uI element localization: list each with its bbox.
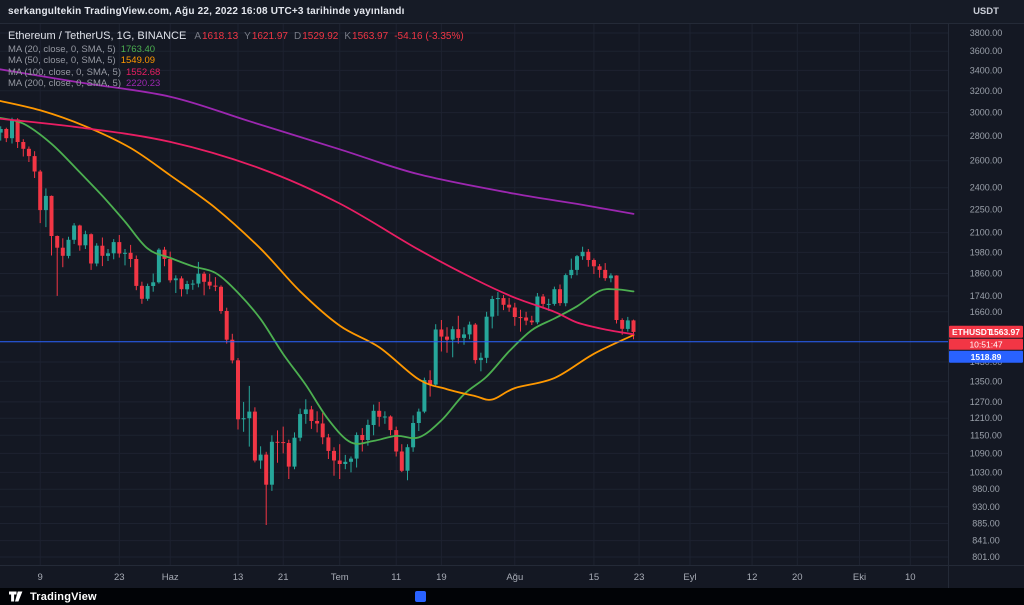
price-axis-unit-label: USDT: [973, 6, 999, 17]
price-axis[interactable]: 3800.00 3600.00 3400.00 3200.00 3000.00 2800.…: [970, 28, 1003, 562]
publish-header: serkangultekin TradingView.com, Ağu 22, …: [0, 0, 1024, 24]
time-tick-label: 20: [792, 572, 803, 583]
badge-countdown-text: 10:51:47: [969, 339, 1002, 349]
chart-legend: Ethereum / TetherUS, 1G, BINANCE A1618.13…: [8, 29, 470, 89]
ohlc-values: A1618.13 Y1621.97 D1529.92 K1563.97 -54.16 (…: [194, 31, 464, 42]
price-tick-label: 1150.00: [970, 430, 1002, 440]
time-tick-label: 15: [589, 572, 600, 583]
ma-100-value: 1552.68: [126, 66, 161, 78]
ma-50-legend-row[interactable]: MA (50, close, 0, SMA, 5) 1549.09: [8, 55, 156, 66]
candlestick-series[interactable]: [0, 117, 636, 525]
price-tick-label: 2250.00: [970, 204, 1003, 214]
published-text: serkangultekin TradingView.com, Ağu 22, …: [8, 6, 405, 17]
time-axis[interactable]: 9 23 Haz 13 21 Tem 11 19 Ağu 15 23 Eyl 12 20 Eki 10: [38, 572, 916, 583]
price-tick-label: 3000.00: [970, 108, 1003, 118]
time-tick-label: 21: [278, 572, 289, 583]
price-tick-label: 2100.00: [970, 228, 1003, 238]
price-tick-label: 885.00: [972, 519, 1000, 529]
symbol-title: Ethereum / TetherUS, 1G, BINANCE: [8, 30, 187, 42]
time-tick-label: 9: [38, 572, 43, 583]
badge-price-text: 1563.97: [989, 327, 1020, 337]
tradingview-brand-text[interactable]: TradingView: [30, 590, 97, 603]
ma-20-legend-row[interactable]: MA (20, close, 0, SMA, 5) 1763.40: [8, 43, 156, 55]
price-tick-label: 930.00: [972, 502, 1000, 512]
tradingview-logo-icon[interactable]: [8, 590, 25, 603]
symbol-legend-row[interactable]: Ethereum / TetherUS, 1G, BINANCE A1618.13…: [8, 29, 470, 43]
price-tick-label: 1740.00: [970, 291, 1003, 301]
price-tick-label: 3200.00: [970, 86, 1003, 96]
time-tick-label: 23: [114, 572, 125, 583]
price-tick-label: 1660.00: [970, 307, 1003, 317]
price-tick-label: 1210.00: [970, 413, 1003, 423]
line-price-badge: 1518.89: [949, 350, 1023, 363]
footer-bar: TradingView: [0, 588, 1024, 605]
time-tick-label: 13: [233, 572, 244, 583]
time-tick-label: 23: [634, 572, 645, 583]
price-tick-label: 3400.00: [970, 65, 1003, 75]
time-tick-label: Haz: [162, 572, 179, 583]
price-tick-label: 980.00: [972, 484, 1000, 494]
ma-100-legend-row[interactable]: MA (100, close, 0, SMA, 5) 1552.68: [8, 66, 161, 78]
price-tick-label: 1030.00: [970, 467, 1003, 477]
ma-20-line: [0, 117, 635, 445]
price-tick-label: 3600.00: [970, 46, 1003, 56]
ma-50-line: [0, 100, 635, 401]
price-tick-label: 2400.00: [970, 183, 1003, 193]
ma-100-line: [0, 117, 635, 336]
time-tick-label: Eyl: [683, 572, 696, 583]
price-tick-label: 1860.00: [970, 269, 1003, 279]
price-tick-label: 2800.00: [970, 131, 1003, 141]
time-tick-label: 19: [436, 572, 447, 583]
price-tick-label: 841.00: [972, 536, 1000, 546]
time-tick-label: 12: [747, 572, 758, 583]
ma-200-legend-row[interactable]: MA (200, close, 0, SMA, 5) 2220.23: [8, 78, 161, 89]
ma-20-value: 1763.40: [120, 43, 156, 55]
time-tick-label: 11: [391, 572, 401, 583]
ma-50-value: 1549.09: [120, 55, 156, 66]
price-tick-label: 1980.00: [970, 247, 1003, 257]
time-tick-label: Ağu: [506, 572, 523, 583]
ma-200-value: 2220.23: [126, 78, 161, 89]
time-tick-label: Tem: [331, 572, 349, 583]
ma-200-line: [0, 68, 635, 215]
time-tick-label: 10: [905, 572, 916, 583]
badge-line-price-text: 1518.89: [971, 352, 1002, 362]
price-tick-label: 2600.00: [970, 156, 1003, 166]
price-tick-label: 1350.00: [970, 376, 1003, 386]
badge-symbol-text: ETHUSDT: [952, 327, 993, 337]
change-value: -54.16 (-3.35%): [394, 31, 464, 42]
price-tick-label: 801.00: [972, 552, 1000, 562]
time-tick-label: Eki: [853, 572, 866, 583]
price-tick-label: 1270.00: [970, 397, 1003, 407]
footer-blue-badge[interactable]: [415, 591, 426, 602]
price-tick-label: 3800.00: [970, 28, 1003, 38]
price-tick-label: 1090.00: [970, 448, 1003, 458]
